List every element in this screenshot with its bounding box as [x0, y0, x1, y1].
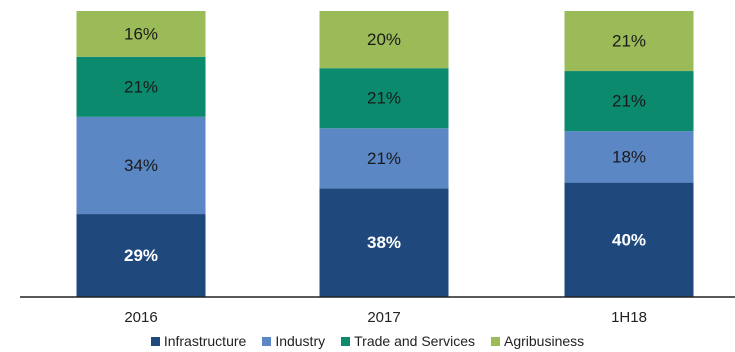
legend-swatch [150, 336, 160, 346]
stacked-bar-chart: 29% 34% 21% 16% 38% 21% 21% 20% 40% 18% 21% 21% 201… [20, 11, 735, 326]
bar-segment-agribusiness-1h18 [564, 11, 694, 72]
bar-segment-trade-and-services-2017 [319, 68, 449, 129]
legend-item: Trade and Services [341, 333, 475, 349]
legend-label: Industry [275, 333, 326, 349]
legend-label: Agribusiness [504, 333, 585, 349]
legend-item: Industry [262, 333, 325, 349]
data-label: 20% [367, 30, 401, 49]
legend-swatch [491, 336, 500, 346]
bars-group: 29% 34% 21% 16% 38% 21% 21% 20% 40% 18% 21% 21% [76, 11, 694, 297]
bar-segment-industry-2017 [319, 128, 449, 189]
x-tick-label: 2016 [124, 309, 157, 326]
bar-segment-infrastructure-2017 [319, 188, 449, 297]
bar-segment-trade-and-services-2016 [76, 56, 206, 117]
data-label: 21% [612, 32, 646, 51]
bar-segment-agribusiness-2016 [76, 11, 206, 57]
data-label: 29% [124, 246, 158, 265]
x-tick-label: 2017 [367, 309, 400, 326]
data-label: 21% [612, 92, 646, 111]
bar-segment-trade-and-services-1h18 [564, 71, 694, 132]
legend-item: Agribusiness [491, 333, 584, 349]
bar-segment-infrastructure-1h18 [564, 182, 694, 297]
legend-item: Infrastructure [150, 333, 247, 349]
legend: Infrastructure Industry Trade and Services… [0, 333, 735, 349]
bar-segment-industry-1h18 [564, 131, 694, 183]
data-label: 40% [612, 230, 646, 249]
bar-segment-agribusiness-2017 [319, 11, 449, 69]
data-label: 18% [612, 147, 646, 166]
x-axis-ticks: 2016 2017 1H18 [124, 309, 647, 326]
bar-segment-industry-2016 [76, 116, 206, 215]
legend-label: Trade and Services [354, 333, 475, 349]
data-label: 16% [124, 24, 158, 43]
data-label: 38% [367, 233, 401, 252]
legend-label: Infrastructure [163, 333, 247, 349]
data-label: 21% [367, 89, 401, 108]
legend-swatch [341, 336, 351, 346]
data-label: 34% [124, 156, 158, 175]
legend-swatch [262, 336, 272, 346]
data-label: 21% [124, 77, 158, 96]
bar-segment-infrastructure-2016 [76, 214, 206, 297]
data-label: 21% [367, 149, 401, 168]
x-tick-label: 1H18 [611, 309, 647, 326]
